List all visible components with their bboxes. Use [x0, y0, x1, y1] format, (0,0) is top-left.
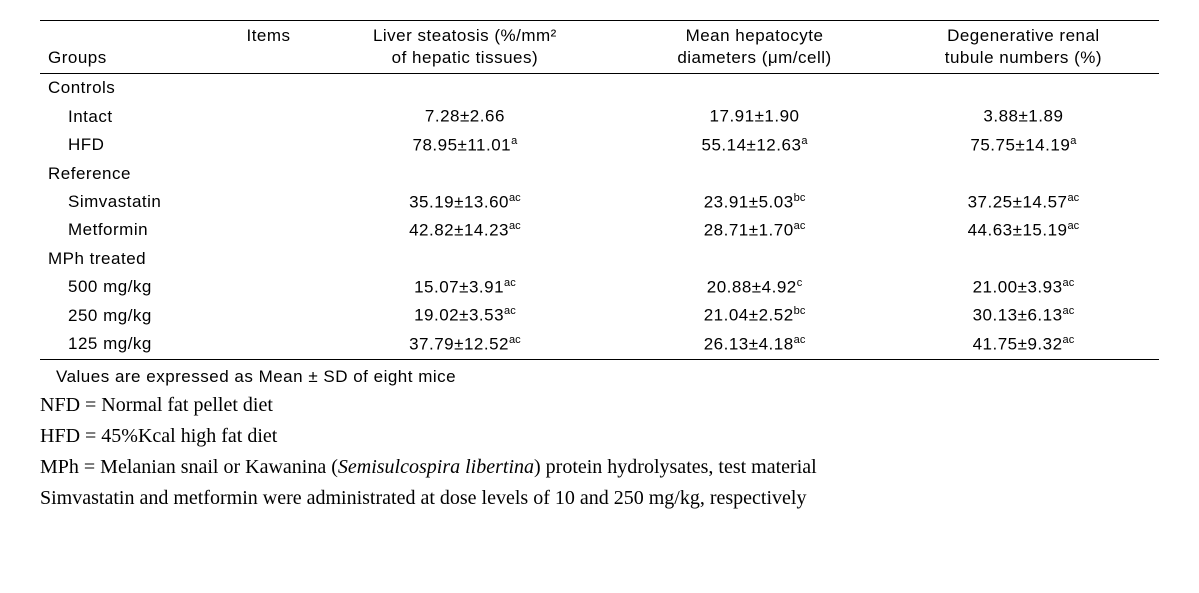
footnotes: Values are expressed as Mean ± SD of eig…	[40, 364, 1159, 514]
species-name: Semisulcospira libertina	[338, 456, 534, 478]
cell: 23.91±5.03bc	[621, 188, 888, 217]
cell: 30.13±6.13ac	[888, 301, 1159, 330]
cell: 37.25±14.57ac	[888, 188, 1159, 217]
cell: 7.28±2.66	[309, 102, 622, 131]
cell: 19.02±3.53ac	[309, 301, 622, 330]
section-mph: MPh treated	[40, 245, 1159, 273]
cell: 17.91±1.90	[621, 102, 888, 131]
cell: 35.19±13.60ac	[309, 188, 622, 217]
section-label: Controls	[40, 74, 1159, 103]
row-mph125: 125 mg/kg 37.79±12.52ac 26.13±4.18ac 41.…	[40, 330, 1159, 359]
row-intact: Intact 7.28±2.66 17.91±1.90 3.88±1.89	[40, 102, 1159, 131]
note-mph: MPh = Melanian snail or Kawanina (Semisu…	[40, 452, 1159, 483]
cell: 42.82±14.23ac	[309, 216, 622, 245]
header-groups: Items Groups	[40, 21, 309, 74]
section-label: MPh treated	[40, 245, 1159, 273]
cell: 78.95±11.01a	[309, 131, 622, 160]
table-header-row: Items Groups Liver steatosis (%/mm² of h…	[40, 21, 1159, 74]
row-metformin: Metformin 42.82±14.23ac 28.71±1.70ac 44.…	[40, 216, 1159, 245]
row-mph500: 500 mg/kg 15.07±3.91ac 20.88±4.92c 21.00…	[40, 273, 1159, 302]
note-nfd: NFD = Normal fat pellet diet	[40, 390, 1159, 421]
header-col3: Degenerative renal tubule numbers (%)	[888, 21, 1159, 74]
row-label: Intact	[40, 102, 309, 131]
cell: 44.63±15.19ac	[888, 216, 1159, 245]
cell: 21.00±3.93ac	[888, 273, 1159, 302]
groups-label: Groups	[48, 47, 301, 69]
row-label: 125 mg/kg	[40, 330, 309, 359]
header-col2: Mean hepatocyte diameters (μm/cell)	[621, 21, 888, 74]
row-label: 500 mg/kg	[40, 273, 309, 302]
cell: 21.04±2.52bc	[621, 301, 888, 330]
row-hfd: HFD 78.95±11.01a 55.14±12.63a 75.75±14.1…	[40, 131, 1159, 160]
cell: 41.75±9.32ac	[888, 330, 1159, 359]
row-mph250: 250 mg/kg 19.02±3.53ac 21.04±2.52bc 30.1…	[40, 301, 1159, 330]
cell: 55.14±12.63a	[621, 131, 888, 160]
row-label: 250 mg/kg	[40, 301, 309, 330]
row-label: Simvastatin	[40, 188, 309, 217]
cell: 28.71±1.70ac	[621, 216, 888, 245]
note-hfd: HFD = 45%Kcal high fat diet	[40, 421, 1159, 452]
section-label: Reference	[40, 160, 1159, 188]
histomorphometry-table: Items Groups Liver steatosis (%/mm² of h…	[40, 20, 1159, 360]
row-simvastatin: Simvastatin 35.19±13.60ac 23.91±5.03bc 3…	[40, 188, 1159, 217]
cell: 15.07±3.91ac	[309, 273, 622, 302]
items-label: Items	[48, 25, 301, 47]
cell: 26.13±4.18ac	[621, 330, 888, 359]
cell: 3.88±1.89	[888, 102, 1159, 131]
note-doses: Simvastatin and metformin were administr…	[40, 483, 1159, 514]
row-label: HFD	[40, 131, 309, 160]
row-label: Metformin	[40, 216, 309, 245]
cell: 75.75±14.19a	[888, 131, 1159, 160]
section-reference: Reference	[40, 160, 1159, 188]
cell: 20.88±4.92c	[621, 273, 888, 302]
note-mean-sd: Values are expressed as Mean ± SD of eig…	[40, 364, 1159, 390]
header-col1: Liver steatosis (%/mm² of hepatic tissue…	[309, 21, 622, 74]
section-controls: Controls	[40, 74, 1159, 103]
cell: 37.79±12.52ac	[309, 330, 622, 359]
